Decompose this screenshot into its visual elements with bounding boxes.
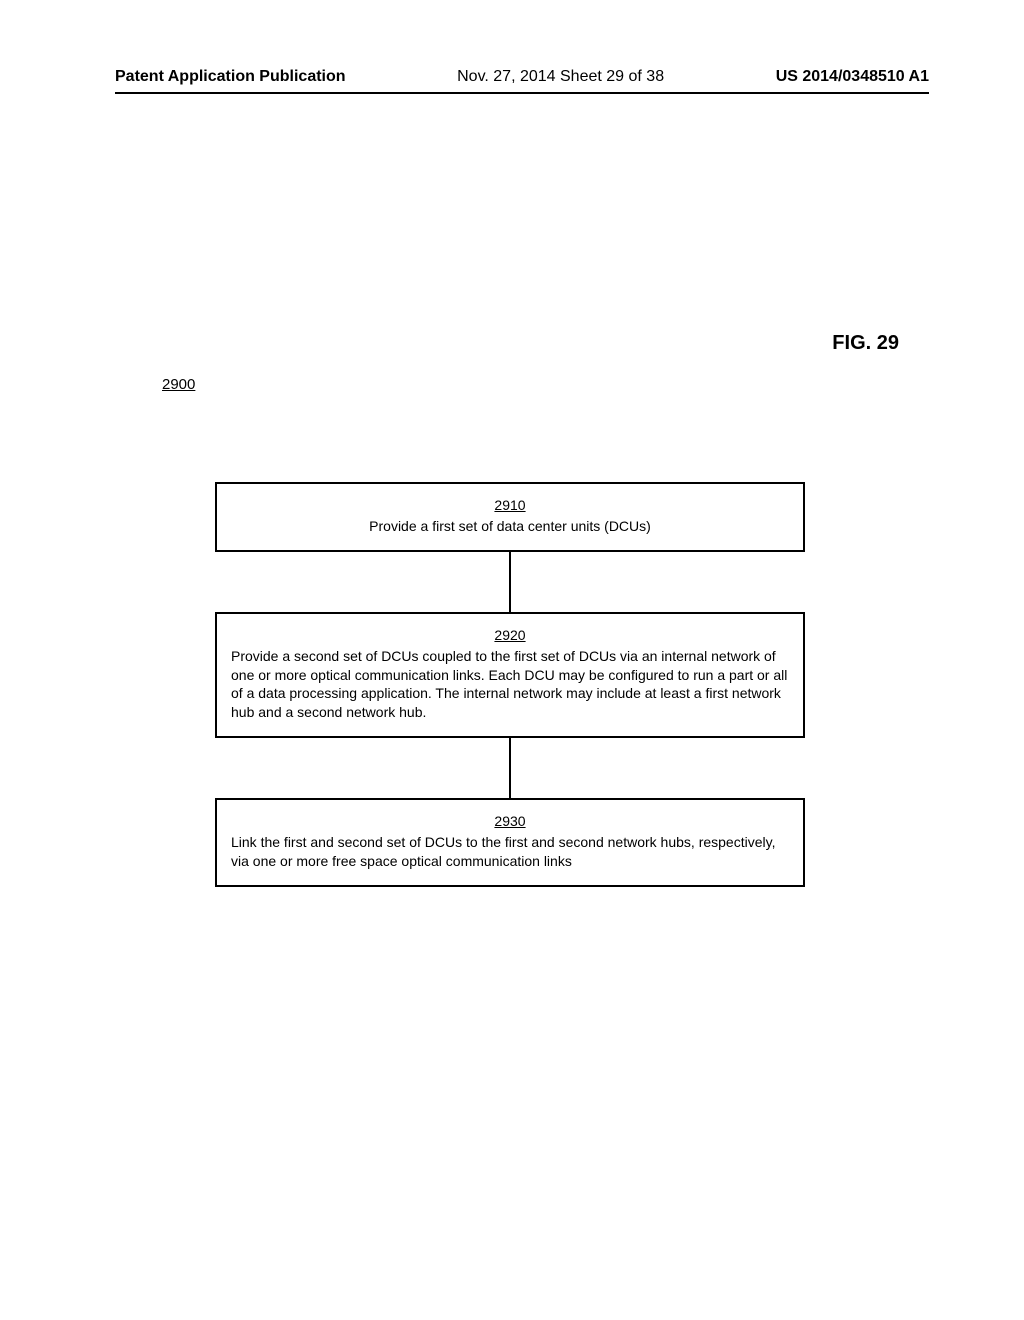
- box-number: 2930: [231, 812, 789, 831]
- header-pub-number: US 2014/0348510 A1: [776, 68, 929, 86]
- box-number: 2910: [231, 496, 789, 515]
- header-row: Patent Application Publication Nov. 27, …: [115, 68, 929, 86]
- header-rule: [115, 92, 929, 94]
- header-date-sheet: Nov. 27, 2014 Sheet 29 of 38: [457, 68, 664, 86]
- box-number: 2920: [231, 626, 789, 645]
- reference-number: 2900: [162, 376, 195, 393]
- box-text: Link the first and second set of DCUs to…: [231, 833, 789, 871]
- patent-page: Patent Application Publication Nov. 27, …: [0, 0, 1024, 1320]
- header-publication: Patent Application Publication: [115, 68, 346, 86]
- flowchart-box-3: 2930 Link the first and second set of DC…: [215, 798, 805, 887]
- flowchart-box-1: 2910 Provide a first set of data center …: [215, 482, 805, 552]
- figure-label: FIG. 29: [832, 332, 899, 355]
- box-text: Provide a second set of DCUs coupled to …: [231, 647, 789, 723]
- flowchart-container: 2910 Provide a first set of data center …: [215, 482, 805, 887]
- connector-1: [509, 552, 511, 612]
- flowchart-box-2: 2920 Provide a second set of DCUs couple…: [215, 612, 805, 738]
- box-text: Provide a first set of data center units…: [231, 517, 789, 536]
- connector-2: [509, 738, 511, 798]
